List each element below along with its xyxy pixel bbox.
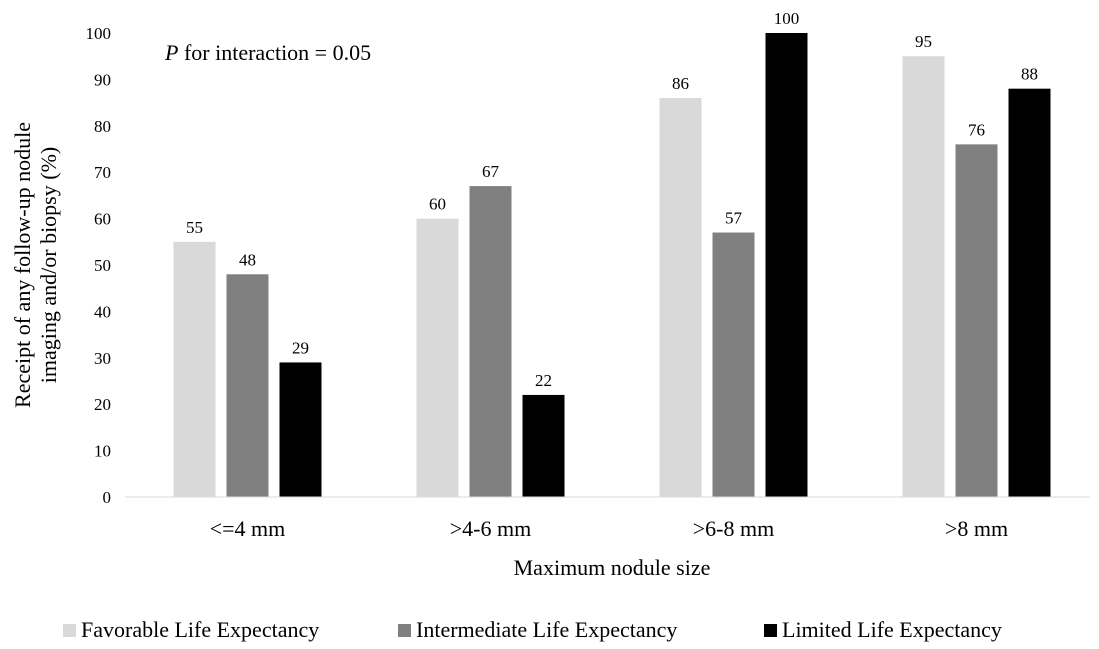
y-tick-label: 30: [94, 349, 111, 368]
data-label: 67: [482, 162, 500, 181]
bars: [173, 33, 1051, 498]
y-tick-label: 0: [103, 488, 112, 507]
y-tick-label: 50: [94, 256, 111, 275]
x-tick-label: >4-6 mm: [450, 516, 531, 541]
bar-favorable-life-expectancy: [416, 218, 459, 497]
legend: Favorable Life Expectancy Intermediate Li…: [63, 617, 1002, 642]
y-tick-label: 60: [94, 210, 111, 229]
y-axis-title-line1: Receipt of any follow-up nodule: [10, 122, 35, 408]
data-label: 48: [239, 250, 256, 269]
interaction-annotation: P for interaction = 0.05: [164, 40, 371, 65]
data-labels: 55 48 29 60 67 22 86 57 100 95 76 88: [186, 9, 1038, 390]
bar-limited-life-expectancy: [765, 33, 808, 497]
data-label: 86: [672, 74, 689, 93]
x-tick-label: >6-8 mm: [693, 516, 774, 541]
y-axis-title-line2: imaging and/or biopsy (%): [36, 147, 61, 383]
bar-intermediate-life-expectancy: [712, 232, 755, 497]
data-label: 29: [292, 338, 309, 357]
x-axis-tick-labels: <=4 mm >4-6 mm >6-8 mm >8 mm: [210, 516, 1008, 541]
data-label: 55: [186, 218, 203, 237]
y-tick-label: 100: [86, 24, 112, 43]
x-tick-label: <=4 mm: [210, 516, 286, 541]
y-tick-label: 80: [94, 117, 111, 136]
bar-favorable-life-expectancy: [173, 241, 216, 497]
x-tick-label: >8 mm: [945, 516, 1008, 541]
legend-swatch: [398, 624, 411, 637]
bar-limited-life-expectancy: [1008, 88, 1051, 498]
bar-favorable-life-expectancy: [902, 56, 945, 497]
legend-label: Favorable Life Expectancy: [81, 617, 319, 642]
data-label: 22: [535, 371, 552, 390]
data-label: 88: [1021, 65, 1038, 84]
data-label: 76: [968, 120, 985, 139]
legend-label: Intermediate Life Expectancy: [416, 617, 677, 642]
y-tick-label: 20: [94, 395, 111, 414]
bar-intermediate-life-expectancy: [955, 144, 998, 498]
x-axis-title: Maximum nodule size: [514, 555, 711, 580]
bar-intermediate-life-expectancy: [469, 186, 512, 497]
legend-swatch: [764, 624, 777, 637]
data-label: 100: [774, 9, 800, 28]
data-label: 57: [725, 209, 743, 228]
y-tick-label: 90: [94, 70, 111, 89]
legend-swatch: [63, 624, 76, 637]
y-axis-ticks: 0 10 20 30 40 50 60 70 80 90 100: [86, 24, 112, 507]
legend-label: Limited Life Expectancy: [782, 617, 1002, 642]
data-label: 95: [915, 32, 932, 51]
bar-intermediate-life-expectancy: [226, 274, 269, 497]
y-tick-label: 70: [94, 163, 111, 182]
y-tick-label: 10: [94, 442, 111, 461]
bar-favorable-life-expectancy: [659, 97, 702, 498]
data-label: 60: [429, 195, 446, 214]
bar-limited-life-expectancy: [522, 394, 565, 497]
bar-limited-life-expectancy: [279, 362, 322, 497]
y-tick-label: 40: [94, 302, 111, 321]
